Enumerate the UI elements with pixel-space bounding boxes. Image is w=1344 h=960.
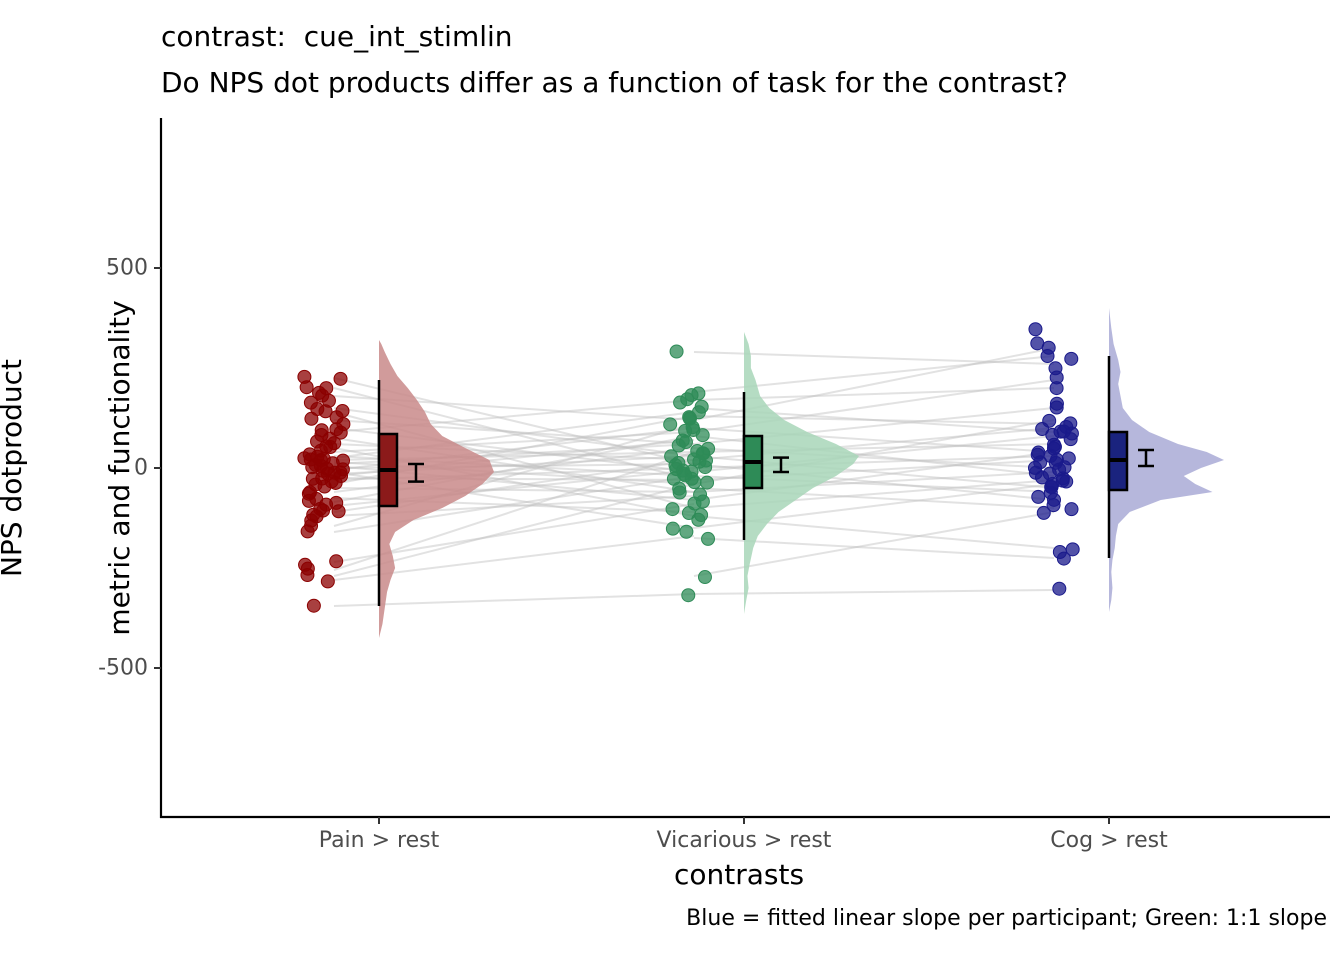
data-point (329, 554, 344, 569)
y-tick-label: 0 (134, 455, 148, 481)
paired-line (693, 351, 1055, 365)
data-point (1064, 502, 1079, 517)
axes-layer (154, 118, 1330, 824)
data-point (1063, 432, 1078, 447)
data-point (1031, 489, 1046, 504)
data-point (1046, 498, 1061, 513)
density-0 (379, 340, 494, 638)
data-point (700, 475, 715, 490)
points-layer (297, 322, 1080, 613)
data-point (1056, 551, 1071, 566)
paired-line (333, 535, 695, 581)
data-point (665, 502, 680, 517)
density-layer (379, 308, 1224, 638)
data-point (1049, 381, 1064, 396)
data-point (669, 344, 684, 359)
data-point (691, 512, 706, 527)
boxplot-layer (377, 356, 1154, 606)
chart-subtitle: Do NPS dot products differ as a function… (161, 66, 1068, 99)
data-point (300, 568, 315, 583)
paired-line (333, 593, 695, 607)
x-tick-label-cog: Cog > rest (1050, 828, 1168, 853)
data-point (1049, 400, 1064, 415)
paired-line (693, 511, 1055, 577)
data-point (299, 380, 314, 395)
y-axis-title-line2: metric and functionality (103, 300, 136, 636)
density-1 (744, 332, 859, 614)
data-point (665, 521, 680, 536)
chart-title: contrast: cue_int_stimlin (161, 20, 513, 53)
paired-line (333, 451, 695, 571)
paired-line (333, 503, 695, 563)
data-point (679, 524, 694, 539)
data-point (701, 531, 716, 546)
data-point (333, 371, 348, 386)
y-tick-label: -500 (98, 655, 148, 681)
data-point (1064, 351, 1079, 366)
data-point (1052, 581, 1067, 596)
data-point (671, 438, 686, 453)
data-point (698, 460, 713, 475)
data-point (1059, 474, 1074, 489)
y-tick-label: 500 (106, 255, 148, 281)
data-point (681, 588, 696, 603)
data-point (697, 570, 712, 585)
data-point (1036, 505, 1051, 520)
density-2 (1109, 308, 1224, 612)
x-axis-title: contrasts (673, 858, 805, 891)
data-point (318, 404, 333, 419)
data-point (300, 524, 315, 539)
chart-caption: Blue = fitted linear slope per participa… (686, 906, 1327, 931)
data-point (1034, 470, 1049, 485)
x-tick-label-vicarious: Vicarious > rest (656, 828, 832, 853)
data-point (317, 479, 332, 494)
data-point (663, 417, 678, 432)
paired-line (333, 483, 695, 577)
x-tick-label-pain: Pain > rest (318, 828, 440, 853)
paired-line (693, 589, 1055, 595)
y-axis-title-line1: NPS dotproduct (0, 358, 28, 578)
data-point (673, 395, 688, 410)
data-point (301, 493, 316, 508)
data-point (304, 411, 319, 426)
data-point (320, 574, 335, 589)
data-point (687, 475, 702, 490)
data-point (672, 485, 687, 500)
data-point (1040, 349, 1055, 364)
data-point (306, 598, 321, 613)
data-point (333, 425, 348, 440)
data-point (331, 504, 346, 519)
data-point (1028, 322, 1043, 337)
data-point (695, 428, 710, 443)
